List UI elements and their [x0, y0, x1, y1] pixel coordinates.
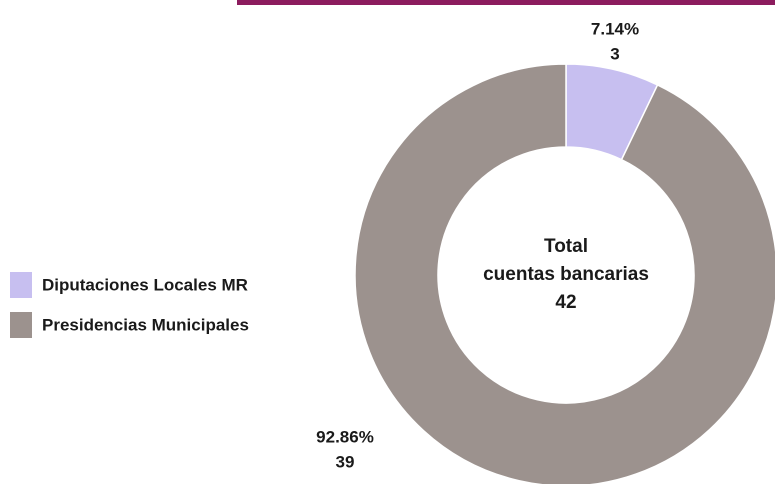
- percentage-label: 7.14%: [591, 19, 639, 38]
- center-label: Total: [544, 236, 588, 257]
- legend-label: Diputaciones Locales MR: [42, 275, 248, 294]
- legend-label: Presidencias Municipales: [42, 315, 249, 334]
- center-label: cuentas bancarias: [483, 264, 649, 285]
- value-label: 39: [336, 452, 355, 471]
- legend-swatch: [10, 312, 32, 338]
- donut-slice: [354, 63, 775, 484]
- header-bar: [237, 0, 775, 5]
- center-total: 42: [555, 292, 576, 313]
- percentage-label: 92.86%: [316, 427, 374, 446]
- value-label: 3: [610, 44, 619, 63]
- legend-swatch: [10, 272, 32, 298]
